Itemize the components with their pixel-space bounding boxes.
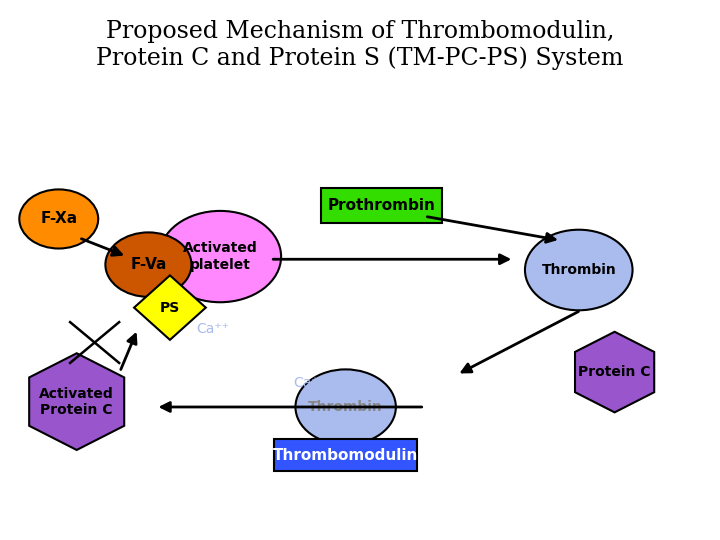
Ellipse shape [295,369,396,444]
Ellipse shape [525,230,633,310]
Ellipse shape [105,232,192,297]
Text: F-Xa: F-Xa [40,212,77,226]
Text: F-Va: F-Va [130,257,166,272]
Text: Ca⁺⁺: Ca⁺⁺ [293,376,326,390]
Text: Activated
Protein C: Activated Protein C [40,387,114,417]
Text: Thrombin: Thrombin [541,263,616,277]
Ellipse shape [19,190,98,248]
Polygon shape [575,332,654,413]
Text: Protein C: Protein C [578,365,651,379]
Ellipse shape [159,211,281,302]
Text: Activated
platelet: Activated platelet [183,241,258,272]
FancyBboxPatch shape [320,188,443,223]
Polygon shape [134,275,206,340]
FancyBboxPatch shape [274,439,418,471]
Polygon shape [30,353,125,450]
Text: Thrombomodulin: Thrombomodulin [273,448,418,463]
Text: Prothrombin: Prothrombin [328,198,436,213]
Text: Ca⁺⁺: Ca⁺⁺ [197,322,230,336]
Text: Thrombin: Thrombin [308,400,383,414]
Text: PS: PS [160,301,180,315]
Text: Proposed Mechanism of Thrombomodulin,
Protein C and Protein S (TM-PC-PS) System: Proposed Mechanism of Thrombomodulin, Pr… [96,20,624,70]
